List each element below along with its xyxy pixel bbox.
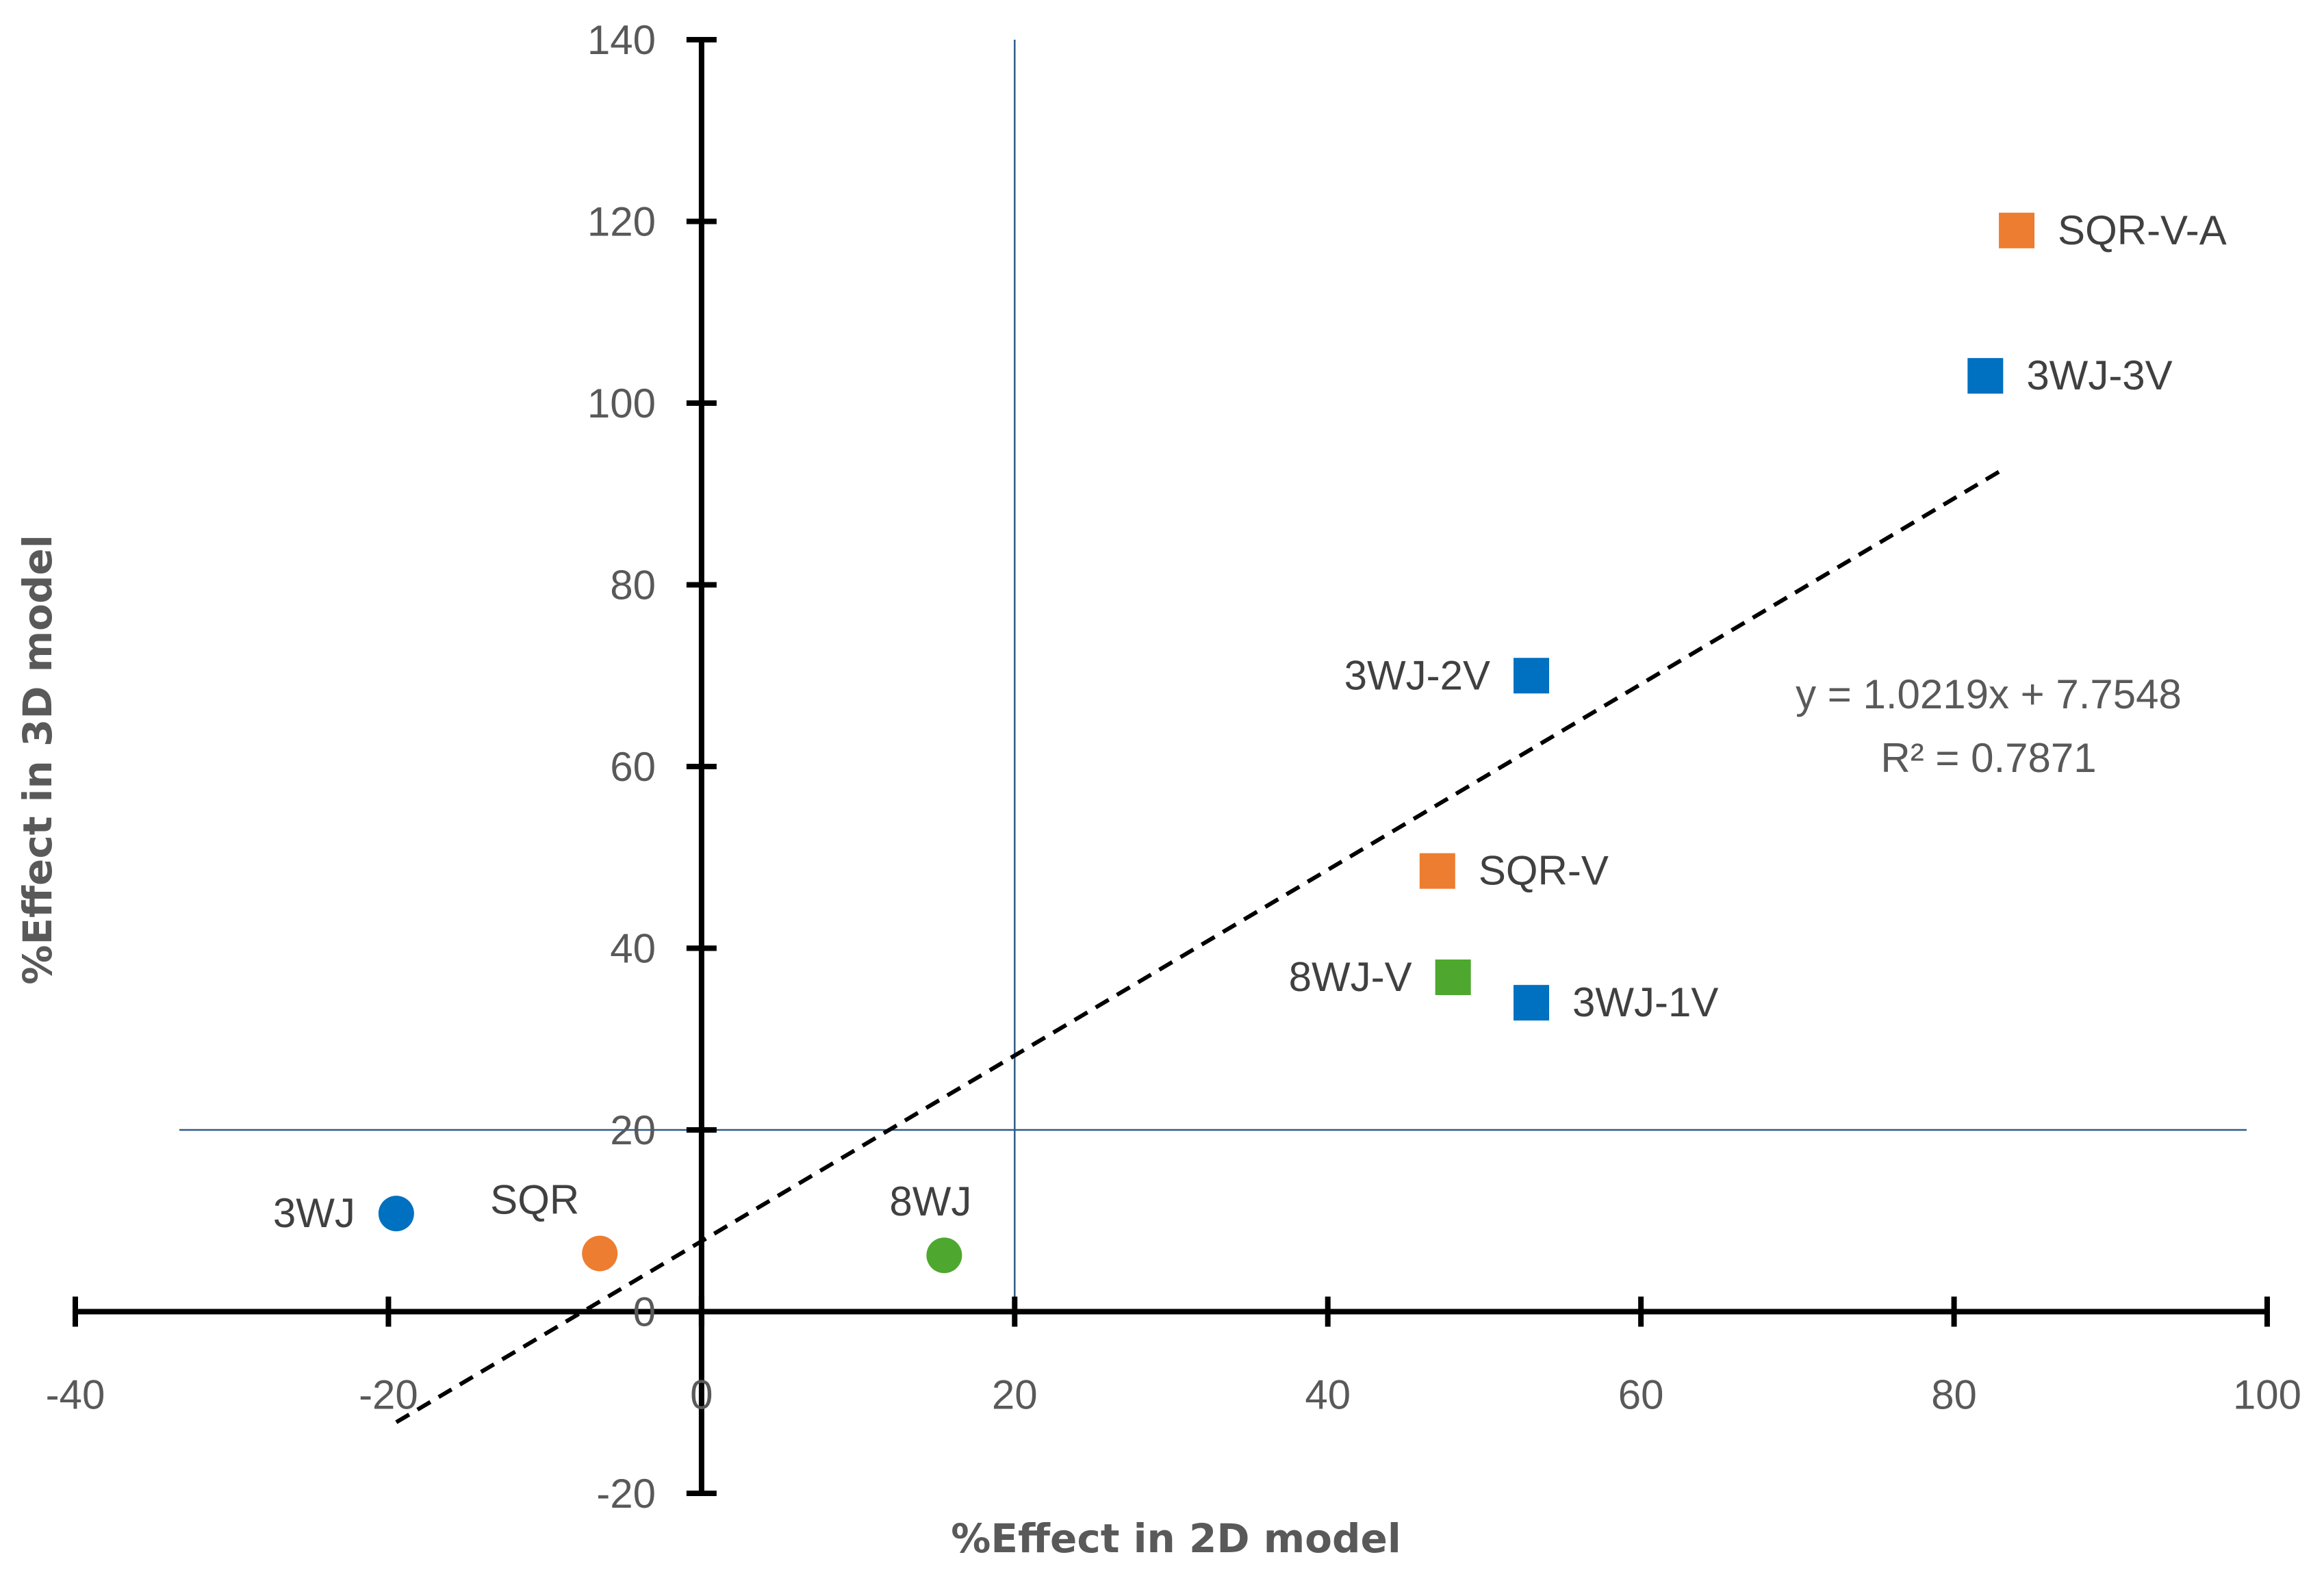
- point-sqr-v: [1419, 853, 1455, 889]
- x-tick-label: 0: [690, 1372, 713, 1418]
- x-tick-label: 80: [1931, 1372, 1977, 1418]
- point-label-sqr: SQR: [490, 1177, 579, 1223]
- point-label-8wj: 8WJ: [889, 1179, 971, 1224]
- point-3wj-3v: [1967, 358, 2004, 394]
- trendline: [395, 469, 2002, 1424]
- point-3wj-1v: [1514, 985, 1550, 1021]
- point-sqr-v-a: [1999, 212, 2035, 248]
- point-8wj: [926, 1237, 962, 1274]
- point-3wj: [378, 1196, 414, 1232]
- x-tick-label: 100: [2233, 1372, 2301, 1418]
- point-label-3wj-3v: 3WJ-3V: [2026, 352, 2172, 398]
- trendline-equation: y = 1.0219x + 7.7548: [1796, 671, 2182, 717]
- x-tick-label: 60: [1618, 1372, 1664, 1418]
- x-tick-label: 40: [1305, 1372, 1351, 1418]
- axes: [73, 37, 2270, 1496]
- x-axis-title: %Effect in 2D model: [951, 1515, 1401, 1562]
- x-tick-label: -40: [46, 1372, 105, 1418]
- point-labels: 3WJ SQR 8WJ 3WJ-1V 8WJ-V SQR-V 3WJ-2V 3WJ-3V SQR…: [273, 207, 2227, 1236]
- y-tick-label: 100: [587, 381, 656, 426]
- point-label-sqr-v-a: SQR-V-A: [2058, 207, 2227, 253]
- point-sqr: [582, 1235, 618, 1272]
- reference-lines: [179, 40, 2247, 1312]
- y-tick-label: 20: [610, 1107, 656, 1153]
- y-axis-title: %Effect in 3D model: [14, 535, 61, 984]
- trendline-group: [395, 469, 2002, 1424]
- trendline-r-squared: R² = 0.7871: [1880, 735, 2096, 781]
- point-8wj-v: [1435, 959, 1471, 995]
- x-tick-label: 20: [992, 1372, 1038, 1418]
- y-tick-label: 0: [633, 1289, 656, 1335]
- data-points: [378, 212, 2035, 1274]
- y-tick-label: 80: [610, 563, 656, 608]
- y-tick-label: 40: [610, 926, 656, 972]
- point-label-3wj-1v: 3WJ-1V: [1572, 979, 1718, 1025]
- y-tick-label: 60: [610, 744, 656, 790]
- point-label-3wj: 3WJ: [273, 1190, 355, 1236]
- tick-labels: -40 -20 0 20 40 60 80 100 -20 0 20 40 60 80 100 120 140: [46, 17, 2301, 1517]
- x-tick-label: -20: [359, 1372, 418, 1418]
- point-label-sqr-v: SQR-V: [1479, 848, 1609, 894]
- point-3wj-2v: [1514, 658, 1550, 694]
- y-tick-label: 140: [587, 17, 656, 63]
- point-label-8wj-v: 8WJ-V: [1289, 954, 1412, 1000]
- point-label-3wj-2v: 3WJ-2V: [1344, 652, 1490, 698]
- y-tick-label: -20: [596, 1471, 656, 1517]
- y-tick-label: 120: [587, 199, 656, 245]
